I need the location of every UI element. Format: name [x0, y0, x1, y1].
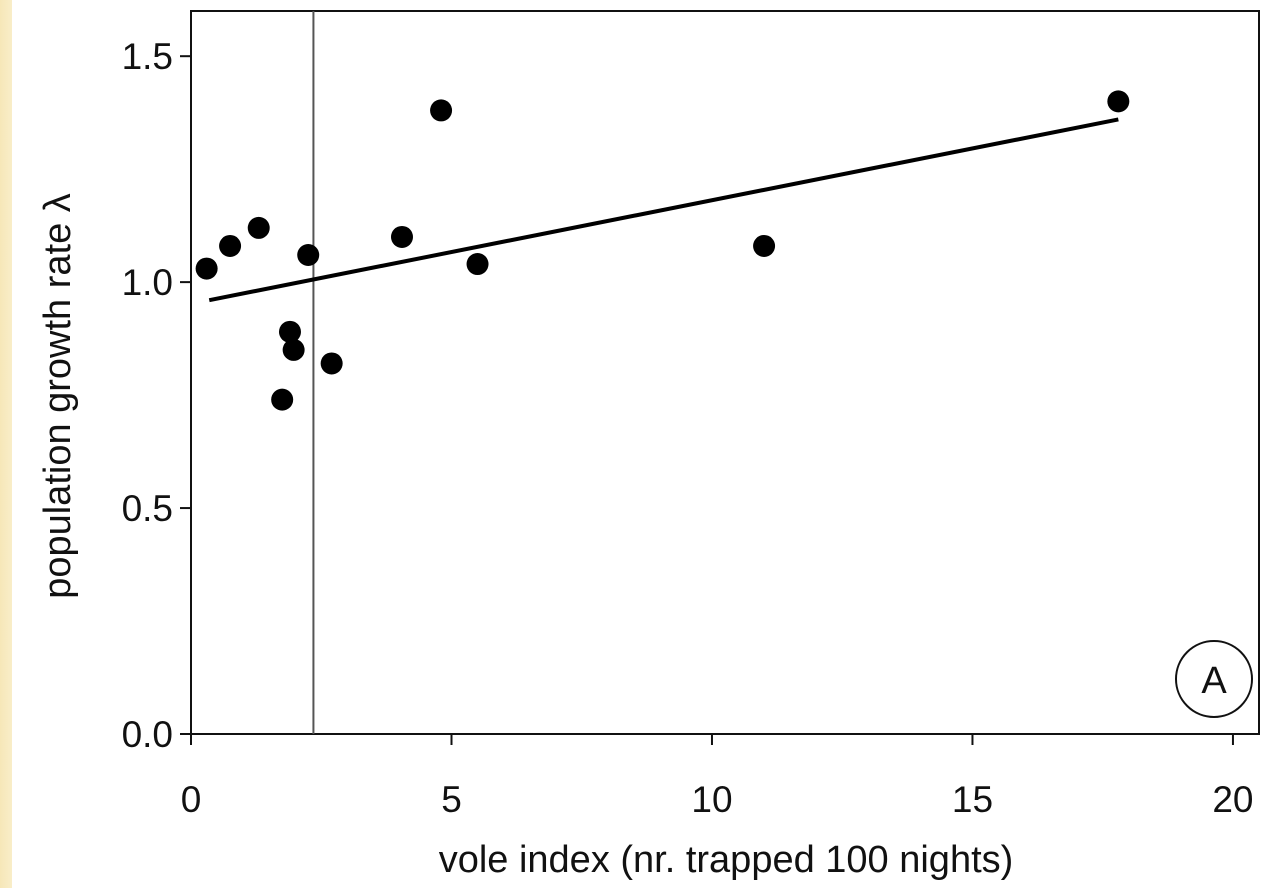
y-tick-label: 0.0: [122, 714, 173, 755]
data-point: [320, 352, 343, 375]
y-tick-label: 1.5: [122, 36, 173, 77]
data-point: [271, 388, 294, 411]
y-axis: 0.0 0.5 1.0 1.5: [122, 36, 191, 755]
x-tick-label: 5: [441, 779, 462, 820]
data-point: [278, 320, 301, 343]
scatter-chart: 0.0 0.5 1.0 1.5 0 5 10 15 20 A vole index (nr. …: [37, 10, 1260, 881]
chart-figure: 0.0 0.5 1.0 1.5 0 5 10 15 20 A vole index (nr. …: [12, 0, 1262, 888]
x-tick-label: 15: [952, 779, 993, 820]
panel-label: A: [1175, 640, 1253, 718]
regression-line: [208, 117, 1119, 303]
x-tick-label: 20: [1212, 779, 1253, 820]
data-point: [219, 234, 242, 257]
data-point: [466, 253, 489, 276]
data-point: [282, 338, 305, 361]
data-point: [195, 257, 218, 280]
data-point: [753, 234, 776, 257]
x-axis: 0 5 10 15 20: [181, 734, 1254, 820]
plot-frame: [190, 10, 1260, 735]
y-tick-label: 0.5: [122, 488, 173, 529]
x-axis-title: vole index (nr. trapped 100 nights): [439, 839, 1014, 881]
data-point: [1107, 90, 1130, 113]
data-point: [430, 99, 453, 122]
data-point: [390, 225, 413, 248]
panel-label-circle: [1175, 640, 1253, 718]
x-tick-label: 10: [691, 779, 732, 820]
x-tick-label: 0: [181, 779, 202, 820]
data-points: [195, 90, 1130, 411]
data-point: [247, 216, 270, 239]
data-point: [297, 244, 320, 267]
y-tick-label: 1.0: [122, 262, 173, 303]
panel-label-text: A: [1201, 660, 1227, 702]
y-axis-title: population growth rate λ: [37, 193, 79, 599]
